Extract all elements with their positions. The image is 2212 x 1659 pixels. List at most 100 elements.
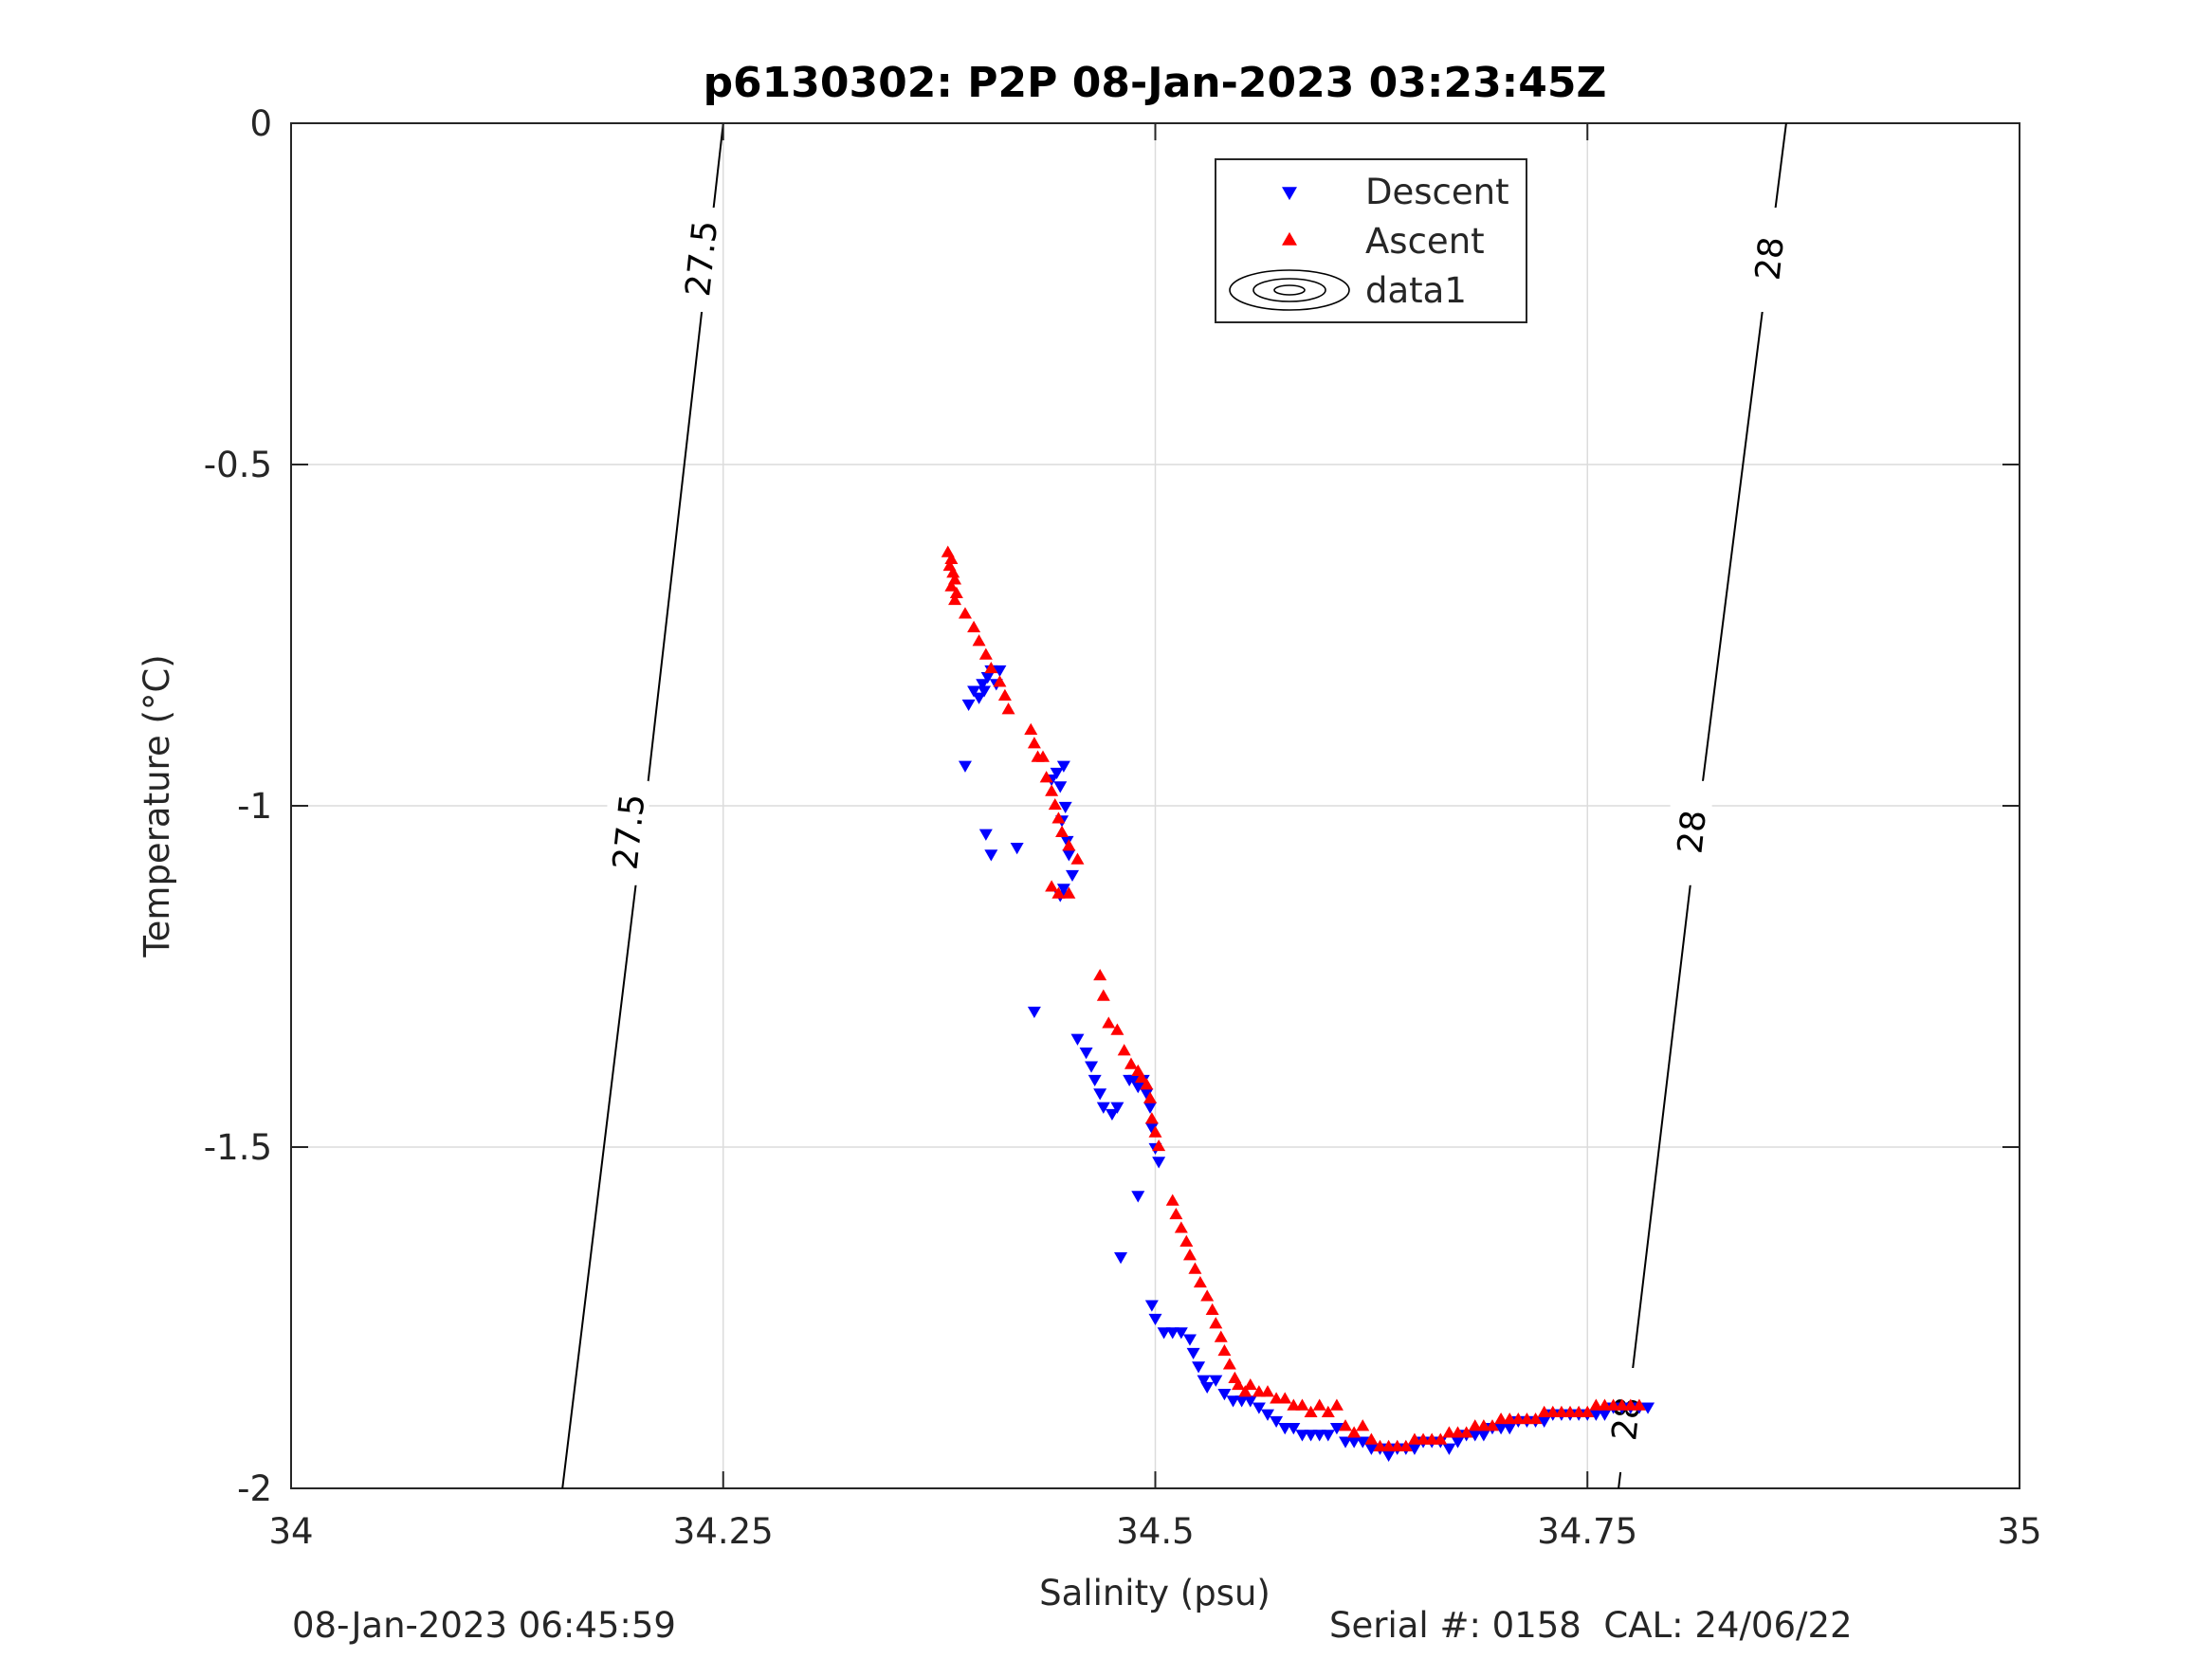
- ascent-point: [1140, 1078, 1154, 1090]
- ascent-point: [1581, 1405, 1595, 1417]
- legend-label: data1: [1365, 270, 1467, 311]
- contour-label: 27.5: [606, 793, 652, 872]
- ascent-point: [1193, 1275, 1207, 1288]
- ascent-point: [984, 661, 998, 674]
- descent-point: [1468, 1430, 1482, 1442]
- ascent-point: [1537, 1405, 1551, 1417]
- ascent-point: [1563, 1405, 1578, 1417]
- ascent-point: [1606, 1398, 1620, 1411]
- ascent-point: [1051, 811, 1066, 824]
- ascent-point: [1200, 1289, 1215, 1302]
- descent-point: [1252, 1402, 1266, 1414]
- ascent-point: [1214, 1330, 1228, 1342]
- descent-point: [1329, 1423, 1344, 1435]
- ascent-point: [1045, 880, 1059, 892]
- descent-point: [1407, 1443, 1421, 1455]
- legend-marker-ascent: [1282, 231, 1297, 246]
- ascent-point: [1632, 1398, 1646, 1411]
- ascent-point: [1062, 886, 1076, 899]
- y-tick-label: -1.5: [204, 1127, 272, 1168]
- ascent-point: [972, 634, 986, 647]
- ascent-point: [1124, 1057, 1138, 1069]
- ascent-point: [946, 566, 960, 578]
- contour-label-bg: [1747, 208, 1790, 312]
- ascent-point: [1093, 968, 1107, 981]
- descent-point: [1347, 1436, 1362, 1449]
- descent-point: [978, 685, 992, 698]
- descent-point: [1096, 1102, 1110, 1114]
- ascent-point: [1036, 750, 1051, 762]
- descent-point: [1085, 1061, 1099, 1073]
- contour-label-bg: [680, 208, 722, 312]
- footer-serial-cal: Serial #: 0158 CAL: 24/06/22: [1329, 1605, 1853, 1646]
- x-axis-label: Salinity (psu): [1039, 1573, 1271, 1613]
- ascent-point: [1024, 722, 1038, 735]
- ascent-point: [1312, 1398, 1326, 1411]
- descent-point: [1053, 781, 1068, 793]
- ascent-point: [1048, 797, 1062, 811]
- descent-point: [1295, 1430, 1309, 1442]
- ascent-point: [1209, 1317, 1223, 1329]
- ascent-point: [1169, 1207, 1183, 1220]
- descent-point: [1209, 1375, 1223, 1387]
- descent-point: [1442, 1443, 1456, 1455]
- descent-point: [1144, 1122, 1159, 1135]
- ascent-point: [1485, 1419, 1499, 1431]
- ascent-point: [1442, 1426, 1456, 1438]
- ascent-point: [1222, 1358, 1236, 1370]
- contour-label: 28: [1671, 809, 1714, 856]
- ascent-point: [1217, 1343, 1232, 1357]
- descent-point: [958, 760, 972, 773]
- ascent-point: [1407, 1432, 1421, 1445]
- descent-point: [1598, 1409, 1612, 1421]
- descent-point: [1234, 1395, 1249, 1408]
- descent-point: [1278, 1423, 1292, 1435]
- legend-marker-contour: [1252, 278, 1326, 302]
- ascent-point: [1545, 1405, 1560, 1417]
- ascent-point: [1001, 702, 1015, 715]
- legend-label: Ascent: [1365, 221, 1485, 262]
- ascent-point: [1238, 1385, 1252, 1397]
- ascent-point: [1520, 1412, 1534, 1425]
- contour-label-bg: [607, 780, 649, 885]
- ascent-point: [1243, 1377, 1257, 1391]
- ascent-point: [1174, 1221, 1188, 1233]
- ascent-point: [1390, 1439, 1404, 1451]
- descent-point: [972, 692, 986, 704]
- ascent-point: [1398, 1439, 1413, 1451]
- ascent-point: [1102, 1016, 1116, 1029]
- ascent-point: [1045, 784, 1059, 796]
- ascent-point: [1252, 1385, 1266, 1397]
- ascent-point: [1364, 1432, 1379, 1445]
- descent-point: [1062, 849, 1076, 862]
- descent-point: [1381, 1449, 1396, 1463]
- descent-point: [1270, 1415, 1284, 1429]
- ascent-point: [1165, 1194, 1179, 1206]
- descent-point: [1079, 1048, 1093, 1060]
- ascent-point: [1188, 1262, 1202, 1274]
- y-tick-label: -1: [237, 786, 272, 827]
- ascent-point: [967, 620, 981, 632]
- contour-label-bg: [1604, 1368, 1647, 1472]
- descent-point: [1174, 1327, 1188, 1340]
- descent-point: [1105, 1108, 1119, 1121]
- descent-point: [1537, 1415, 1551, 1429]
- ascent-point: [1494, 1412, 1508, 1425]
- ascent-point: [1417, 1432, 1431, 1445]
- descent-point: [976, 679, 990, 691]
- descent-point: [1058, 801, 1072, 814]
- x-tick-label: 35: [1997, 1511, 2041, 1552]
- ascent-point: [1179, 1234, 1194, 1247]
- descent-point: [1148, 1313, 1162, 1326]
- descent-point: [1494, 1423, 1508, 1435]
- descent-point: [1131, 1082, 1145, 1094]
- ascent-point: [1134, 1070, 1148, 1084]
- descent-point: [1192, 1361, 1206, 1374]
- descent-point: [1182, 1334, 1197, 1346]
- ascent-point: [948, 592, 962, 606]
- ascent-point: [1304, 1405, 1318, 1417]
- ascent-point: [1321, 1405, 1335, 1417]
- descent-point: [1339, 1436, 1353, 1449]
- descent-point: [1065, 869, 1079, 883]
